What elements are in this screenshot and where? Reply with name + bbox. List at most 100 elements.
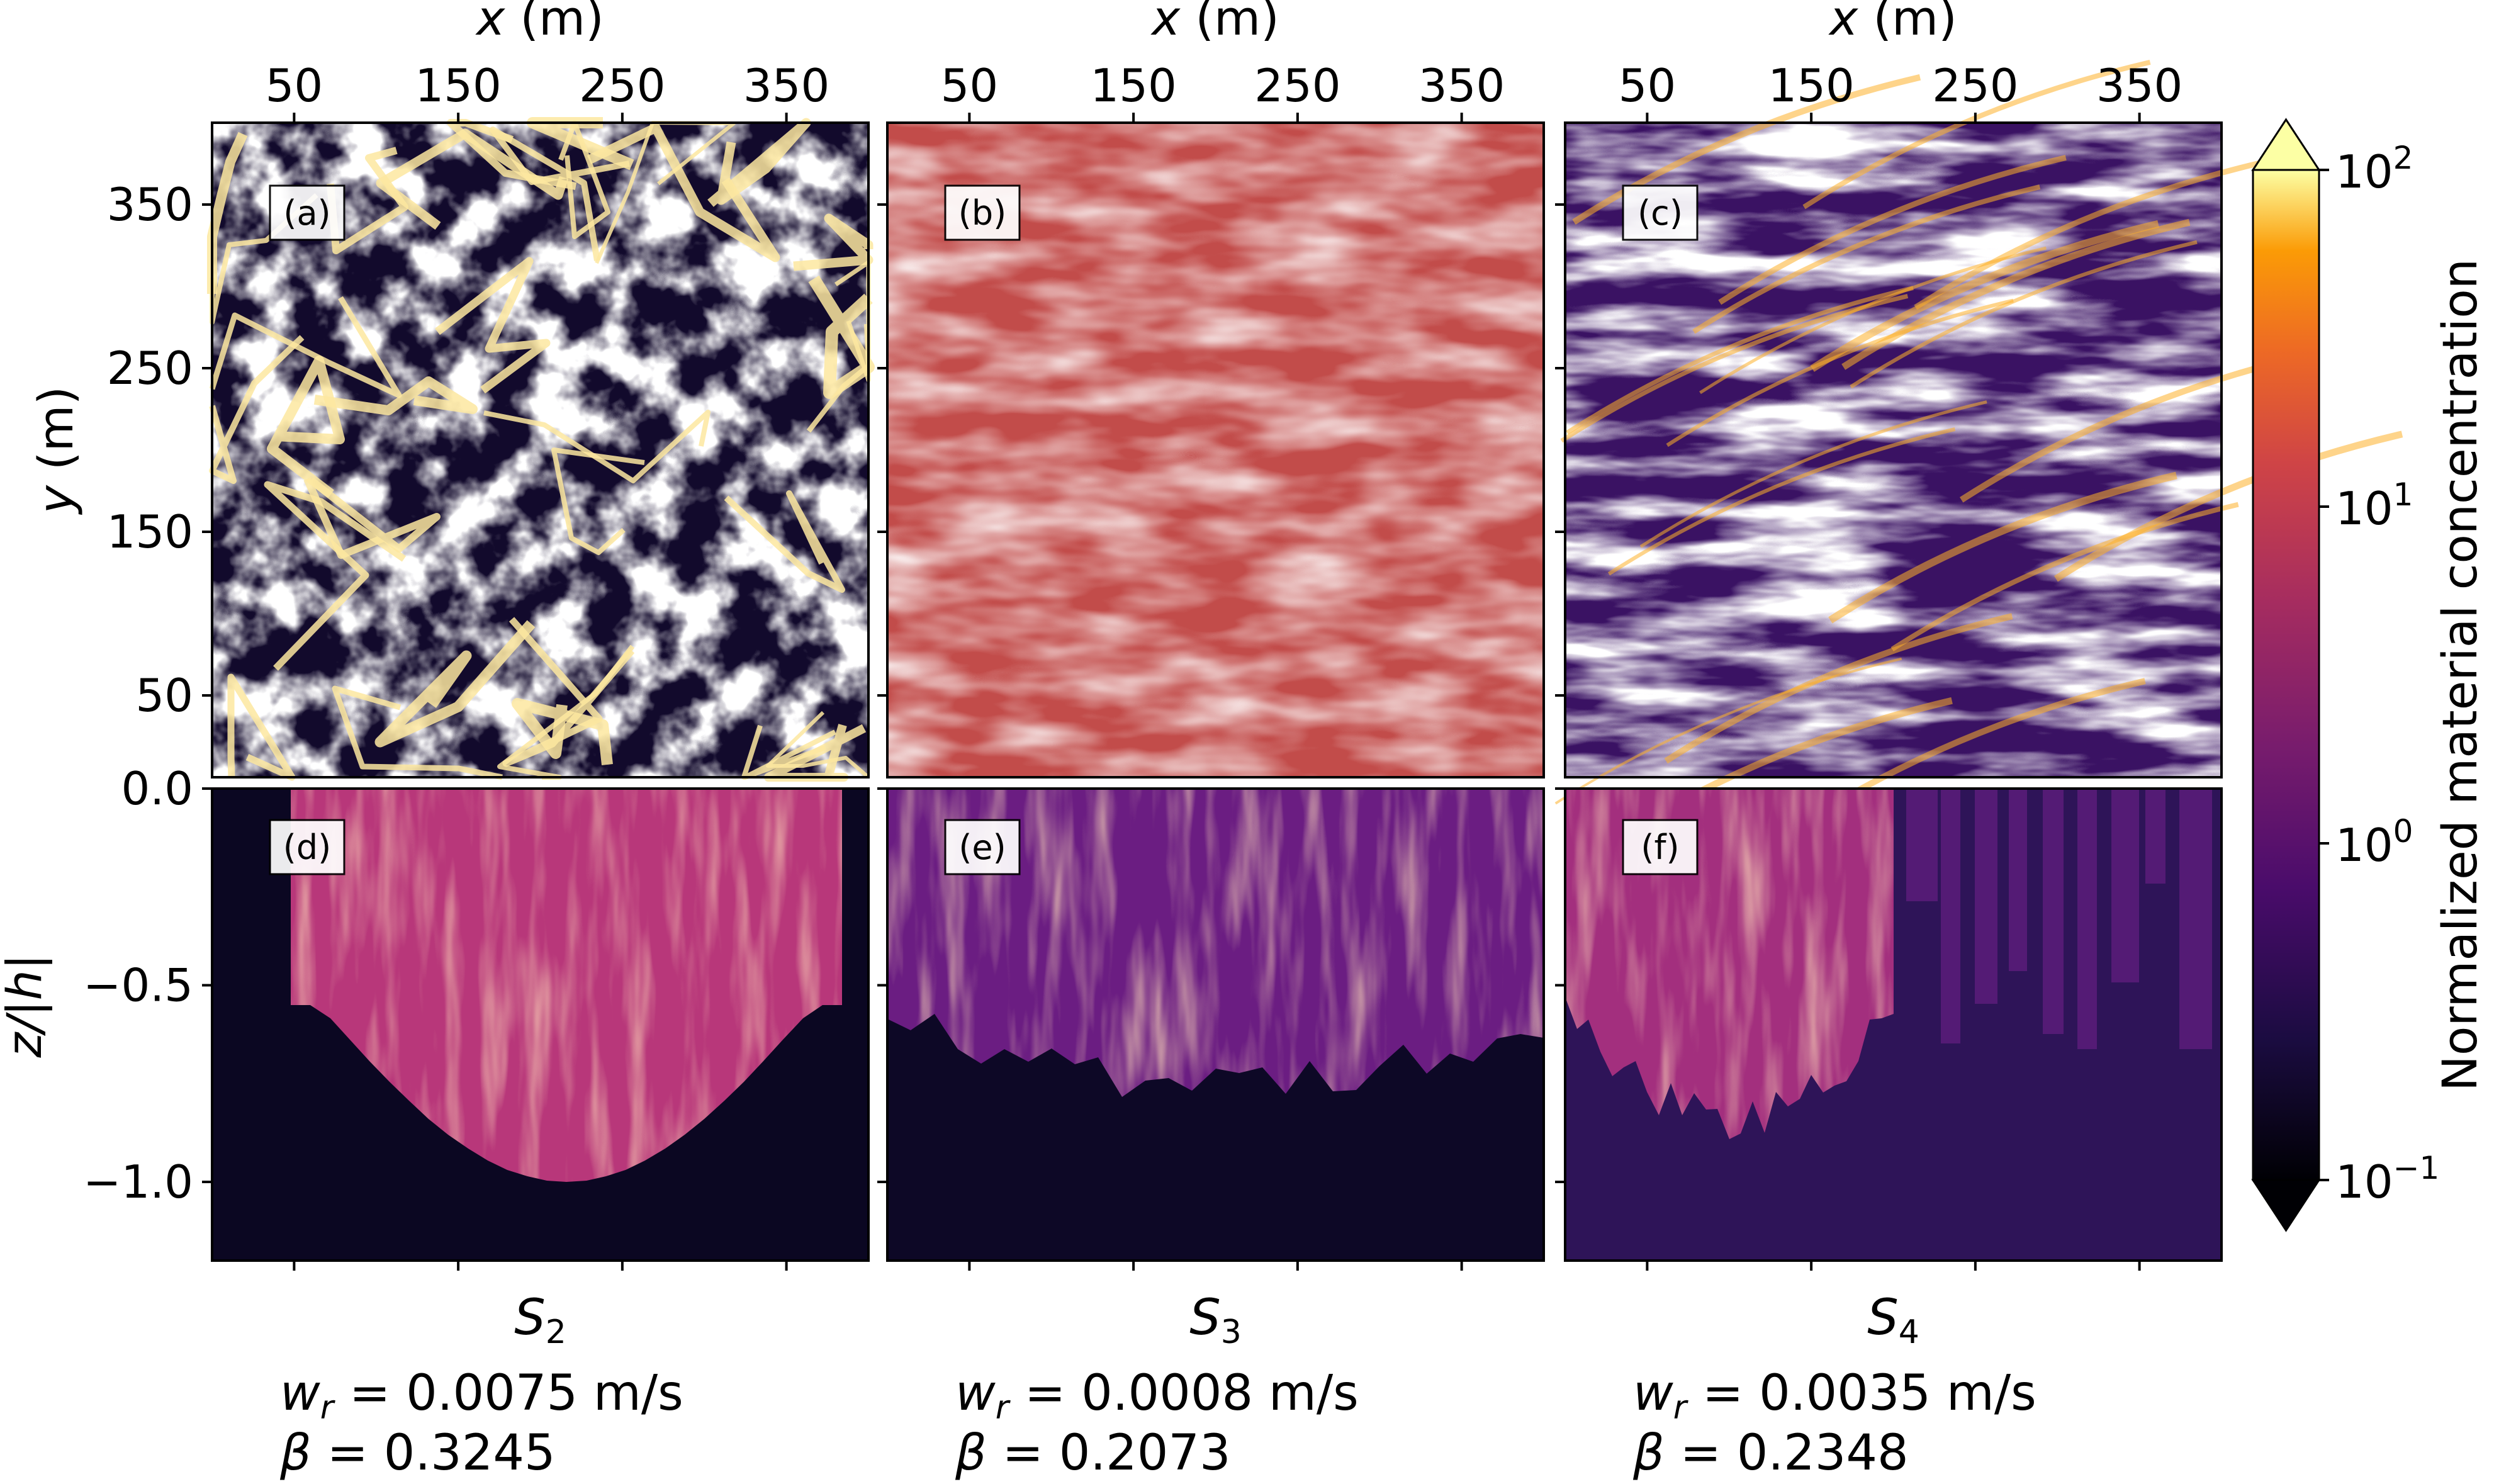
streak — [1890, 502, 2239, 651]
panel-label: (a) — [283, 193, 330, 233]
plume-finger — [1975, 789, 1997, 1004]
colorbar-tick-label: 101 — [2335, 476, 2413, 535]
colorbar-gradient — [2253, 170, 2319, 1180]
filament — [374, 620, 536, 748]
plume-finger — [1906, 789, 1938, 901]
plume-finger — [2179, 789, 2212, 1049]
panel-label-box — [944, 184, 1021, 241]
case-name: S4 — [1867, 1290, 1919, 1351]
streak — [1607, 427, 1956, 576]
y-tick-label: 350 — [107, 178, 193, 231]
filament — [551, 447, 645, 555]
plume-finger — [2009, 789, 2027, 971]
x-axis-label: x (m) — [475, 0, 604, 46]
filament — [483, 410, 711, 483]
streak — [1639, 400, 1987, 548]
panel-f: (f) — [1564, 787, 2223, 1262]
x-tick-label: 350 — [743, 59, 829, 112]
panel-frame — [886, 787, 1545, 1262]
panel-label: (e) — [958, 828, 1006, 867]
colorbar-extend-min — [2251, 1179, 2321, 1232]
panel-a: (a) — [207, 117, 875, 782]
filament — [808, 275, 875, 399]
plume-finger — [2077, 789, 2097, 1049]
x-tick-label: 350 — [1418, 59, 1505, 112]
filament — [313, 376, 478, 415]
x-tick-label: 150 — [1090, 59, 1176, 112]
streak — [1572, 74, 1921, 225]
panel-label: (b) — [958, 193, 1006, 233]
x-tick-label: 50 — [266, 59, 323, 112]
colorbar-extend-max — [2251, 118, 2321, 171]
panel-label-box — [944, 819, 1021, 875]
x-axis-label: x (m) — [1150, 0, 1279, 46]
y-tick-label: 50 — [135, 669, 193, 722]
filament — [332, 685, 503, 780]
z-tick-label: −0.5 — [83, 959, 193, 1012]
x-tick-label: 250 — [1932, 59, 2018, 112]
panel-e: (e) — [886, 787, 1545, 1262]
panel-label-box — [269, 819, 345, 875]
plume-texture — [1565, 789, 1894, 1139]
case-name: S2 — [514, 1290, 566, 1351]
plume-finger — [2043, 789, 2064, 1034]
colorbar-tick-label: 10−1 — [2335, 1150, 2439, 1208]
filament — [209, 296, 402, 398]
streak — [1560, 294, 1909, 443]
streak — [1810, 220, 2159, 372]
plume-finger — [2145, 789, 2165, 884]
plume-finger — [2111, 789, 2139, 982]
z-tick-label: 0.0 — [121, 762, 193, 815]
panel-b: (b) — [886, 121, 1545, 779]
streak — [1802, 59, 2151, 210]
x-tick-label: 50 — [941, 59, 999, 112]
case-name: S3 — [1189, 1290, 1242, 1351]
panel-label-box — [1622, 184, 1699, 241]
filament — [303, 477, 441, 559]
y-tick-label: 150 — [107, 505, 193, 558]
streak — [1718, 155, 2067, 305]
colorbar-tick-label: 100 — [2335, 813, 2413, 872]
streak — [1566, 286, 1914, 435]
x-tick-label: 350 — [2096, 59, 2182, 112]
x-tick-label: 250 — [1254, 59, 1340, 112]
x-axis-label: x (m) — [1828, 0, 1957, 46]
case-wr: wr = 0.0035 m/s — [1633, 1365, 2036, 1427]
filament — [435, 257, 551, 394]
z-tick-label: −1.0 — [83, 1155, 193, 1208]
x-tick-label: 50 — [1619, 59, 1677, 112]
filament — [724, 490, 845, 593]
streak — [1664, 613, 2013, 764]
filament — [766, 711, 870, 779]
panel-label: (f) — [1641, 828, 1679, 867]
streak — [1914, 160, 2262, 310]
panel-label-box — [269, 184, 345, 241]
case-beta: β = 0.3245 — [279, 1425, 556, 1481]
colorbar-frame — [2252, 169, 2320, 1181]
x-tick-label: 150 — [1768, 59, 1854, 112]
colorbar-tick-label: 102 — [2335, 140, 2413, 198]
filament — [490, 126, 630, 261]
streak — [1828, 471, 2177, 624]
panel-frame — [211, 787, 870, 1262]
case-wr: wr = 0.0075 m/s — [280, 1365, 683, 1427]
streak — [1850, 240, 2198, 389]
filament — [264, 481, 407, 671]
filament — [587, 123, 780, 262]
panel-d: (d) — [211, 787, 870, 1262]
panel-label: (d) — [283, 828, 331, 867]
panel-frame — [1564, 787, 2223, 1262]
plume-texture — [291, 789, 842, 1182]
filament — [227, 673, 296, 781]
panel-c: (c) — [1554, 59, 2403, 848]
z-axis-label: z/|h| — [0, 954, 53, 1059]
y-axis-label: y (m) — [28, 386, 84, 515]
panel-label-box — [1622, 819, 1699, 875]
filament — [267, 356, 345, 498]
case-beta: β = 0.2348 — [1632, 1425, 1909, 1481]
panel-frame — [886, 121, 1545, 779]
colorbar-label: Normalized material concentration — [2432, 259, 2488, 1091]
plume-texture — [887, 789, 1544, 1097]
panel-label: (c) — [1637, 193, 1683, 233]
